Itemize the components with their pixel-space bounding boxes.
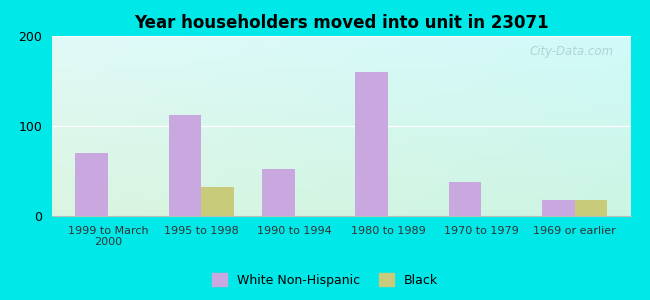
Bar — [575, 200, 607, 216]
Legend: White Non-Hispanic, Black: White Non-Hispanic, Black — [208, 270, 442, 291]
Text: City-Data.com: City-Data.com — [529, 45, 613, 58]
Title: Year householders moved into unit in 23071: Year householders moved into unit in 230… — [134, 14, 549, 32]
Bar — [448, 182, 481, 216]
Bar — [262, 169, 294, 216]
Bar — [168, 115, 202, 216]
Bar — [202, 187, 234, 216]
Bar — [542, 200, 575, 216]
Bar — [356, 72, 388, 216]
Bar — [75, 153, 108, 216]
